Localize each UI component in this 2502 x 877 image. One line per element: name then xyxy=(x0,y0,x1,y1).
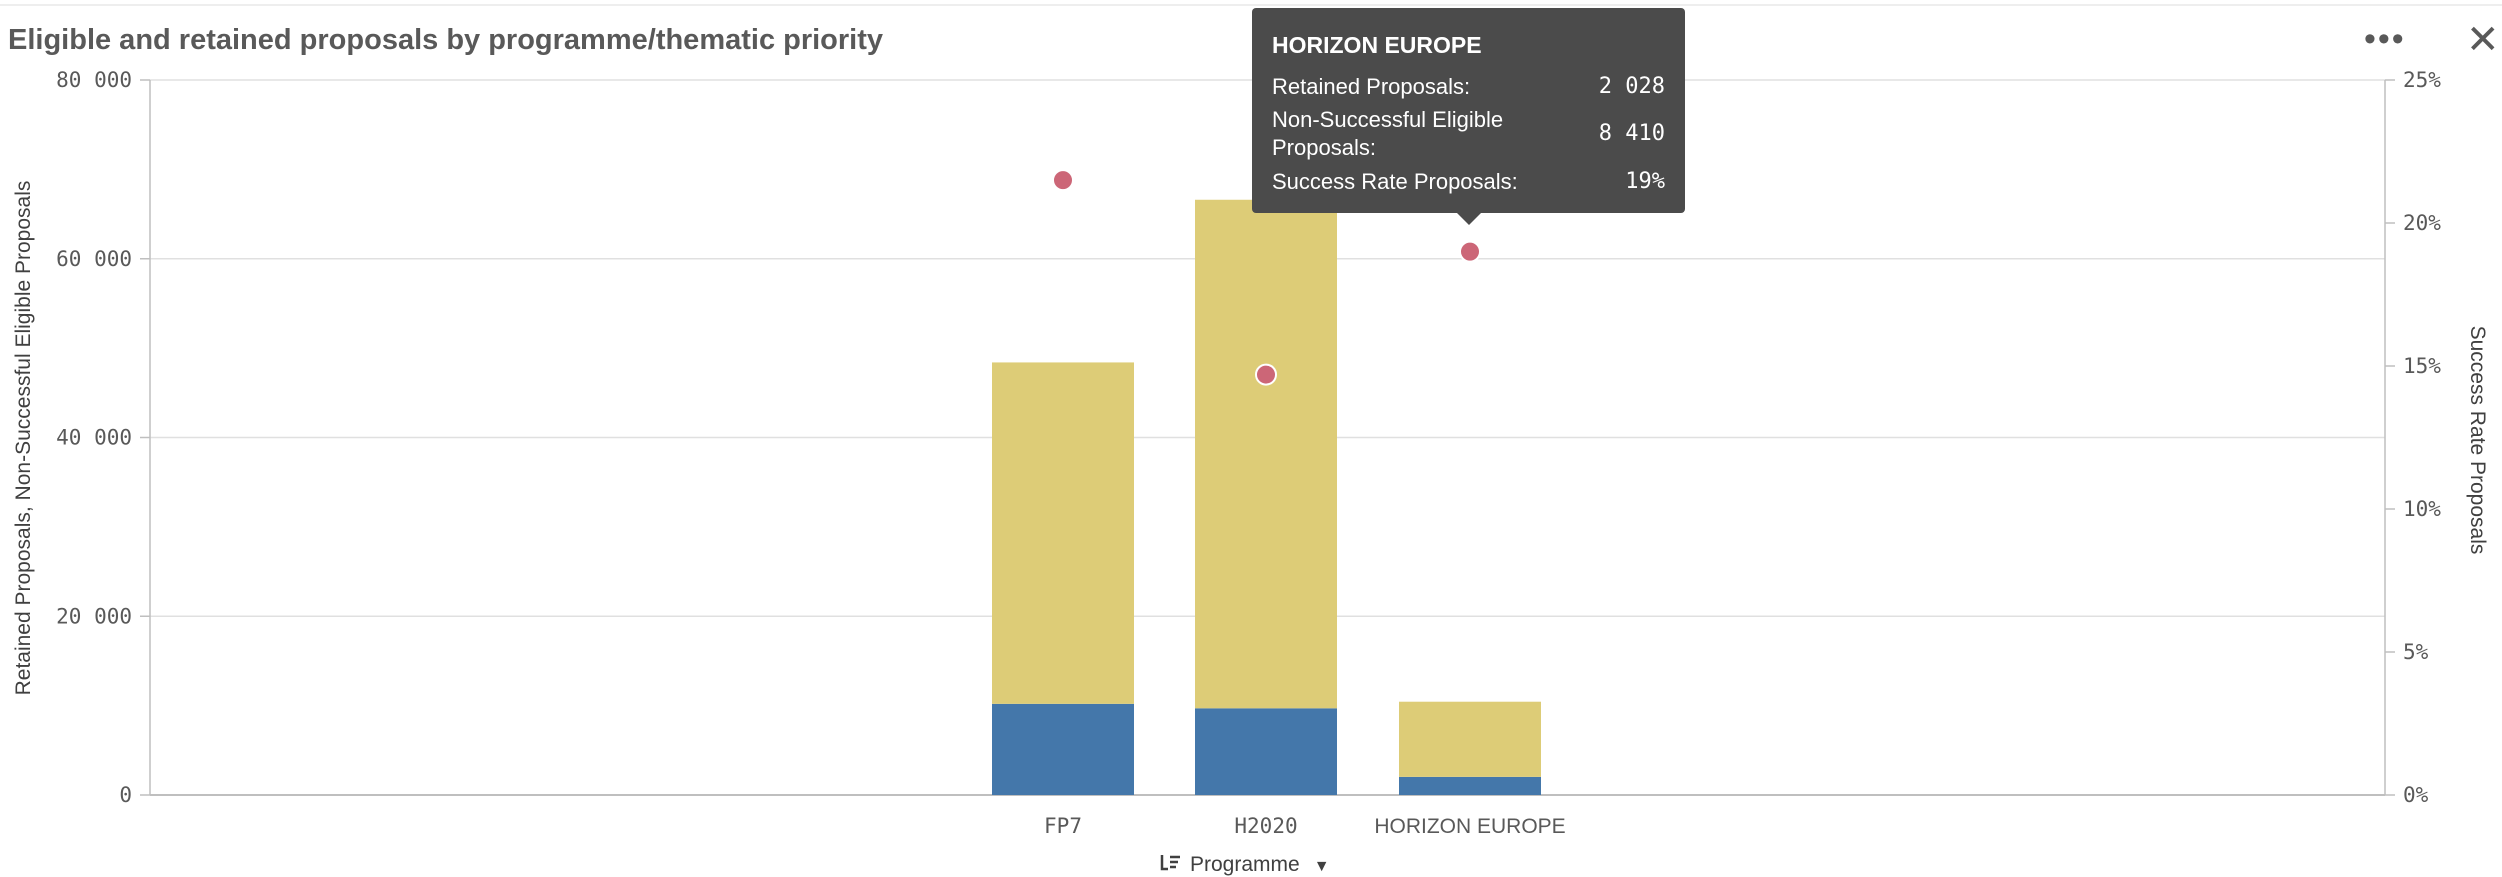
bar-retained-proposals xyxy=(1399,776,1541,795)
close-icon[interactable]: ✕ xyxy=(2466,18,2500,62)
y-tick-label: 60 000 xyxy=(56,247,132,271)
tooltip-label: Non-Successful Eligible Proposals: xyxy=(1272,107,1504,160)
bar-non-successful-eligible-proposals xyxy=(1399,701,1541,777)
tooltip-value: 8 410 xyxy=(1598,121,1665,146)
dimension-label: Programme xyxy=(1190,853,1300,876)
more-options-icon[interactable]: ••• xyxy=(2364,20,2406,58)
y2-tick-label: 15% xyxy=(2403,354,2441,378)
bar-non-successful-eligible-proposals xyxy=(992,362,1134,704)
chevron-down-icon: ▼ xyxy=(1313,858,1330,875)
tooltip-label: Retained Proposals: xyxy=(1272,74,1471,99)
y2-tick-label: 20% xyxy=(2403,211,2441,235)
point-success-rate xyxy=(1052,169,1074,192)
sort-dimension-icon xyxy=(1160,853,1182,877)
y-tick-label: 0 xyxy=(119,783,132,807)
y-tick-label: 80 000 xyxy=(56,68,132,92)
tooltip-value: 19% xyxy=(1625,169,1665,194)
y2-tick-label: 10% xyxy=(2403,497,2441,521)
tooltip: HORIZON EUROPE Retained Proposals: 2 028… xyxy=(1252,8,1685,213)
point-success-rate xyxy=(1255,363,1277,386)
y-axis-label: Retained Proposals, Non-Successful Eligi… xyxy=(12,181,35,696)
chart-title: Eligible and retained proposals by progr… xyxy=(8,24,884,56)
y-tick-label: 20 000 xyxy=(56,604,132,628)
programme-dimension-selector[interactable]: Programme ▼ xyxy=(1160,853,1330,877)
bar-retained-proposals xyxy=(992,703,1134,795)
y2-tick-label: 0% xyxy=(2403,783,2429,807)
bar-retained-proposals xyxy=(1195,708,1337,795)
y-tick-label: 40 000 xyxy=(56,426,132,450)
point-success-rate xyxy=(1459,240,1481,263)
x-category-label: H2020 xyxy=(1234,814,1297,838)
tooltip-title: HORIZON EUROPE xyxy=(1272,32,1482,58)
y2-axis-label: Success Rate Proposals xyxy=(2466,326,2489,555)
x-category-label: HORIZON EUROPE xyxy=(1374,815,1565,838)
y2-tick-label: 25% xyxy=(2403,68,2441,92)
y2-tick-label: 5% xyxy=(2403,640,2429,664)
x-category-label: FP7 xyxy=(1044,814,1082,838)
tooltip-arrow xyxy=(1456,212,1482,225)
bar-non-successful-eligible-proposals xyxy=(1195,199,1337,709)
tooltip-label: Success Rate Proposals: xyxy=(1272,169,1518,194)
tooltip-value: 2 028 xyxy=(1598,74,1665,99)
